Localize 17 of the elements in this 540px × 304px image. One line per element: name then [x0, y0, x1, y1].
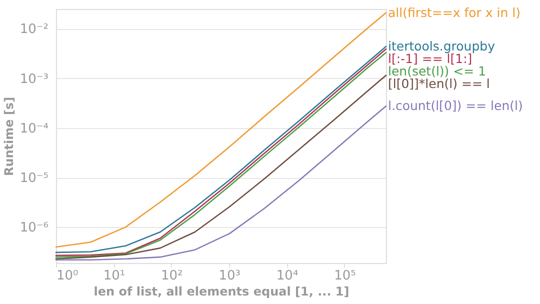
y-tick-label: 10⁻⁴ [20, 121, 48, 136]
x-tick-label: 10³ [218, 268, 240, 284]
x-axis-title: len of list, all elements equal [1, ... 1] [94, 284, 350, 298]
y-axis-title: Runtime [s] [2, 96, 16, 176]
series-label: itertools.groupby [388, 38, 496, 54]
series-label: all(first==x for x in l) [388, 4, 520, 20]
y-tick-label: 10⁻² [20, 22, 48, 38]
y-tick-label: 10⁻⁵ [20, 171, 48, 186]
x-tick-label: 10⁰ [56, 268, 78, 284]
x-tick-label: 10¹ [103, 268, 126, 284]
x-tick-label: 10² [161, 268, 183, 284]
x-tick-label: 10⁴ [276, 268, 298, 284]
x-tick-label: 10⁵ [334, 268, 356, 284]
y-tick-label: 10⁻⁶ [20, 220, 48, 236]
y-tick-label: 10⁻³ [20, 72, 48, 87]
series-label: l.count(l[0]) == len(l) [388, 98, 523, 114]
series-label: [l[0]]*len(l) == l [388, 76, 490, 91]
